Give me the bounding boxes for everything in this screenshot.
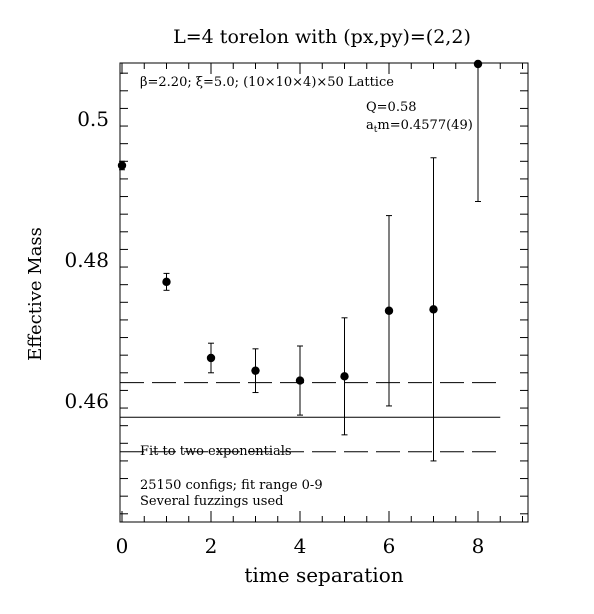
data-point (251, 366, 260, 375)
data-point (473, 59, 483, 69)
fit-result-prefix: a (366, 118, 374, 133)
fit-result: atm=0.4577(49) (366, 118, 473, 135)
x-tick-label: 6 (383, 534, 396, 558)
fit-label: Fit to two exponentials (140, 444, 292, 459)
fit-result-subscript: t (374, 125, 378, 135)
y-tick-label: 0.5 (77, 107, 109, 131)
fit-quality: Q=0.58 (366, 100, 417, 115)
fuzzing-note: Several fuzzings used (140, 494, 284, 509)
data-point (117, 161, 127, 170)
x-axis-label: time separation (244, 563, 403, 587)
y-tick-label: 0.46 (64, 389, 109, 413)
y-axis-label: Effective Mass (25, 227, 46, 361)
x-tick-label: 0 (116, 534, 129, 558)
data-point (295, 376, 305, 385)
data-series (117, 59, 483, 462)
x-tick-labels: 0 2 4 6 8 (116, 534, 485, 558)
data-point (429, 305, 438, 314)
plot-frame (119, 62, 529, 523)
y-tick-labels: 0.46 0.48 0.5 (64, 107, 109, 413)
configs-note: 25150 configs; fit range 0-9 (140, 478, 323, 493)
axis-ticks (120, 63, 528, 522)
x-tick-label: 4 (294, 534, 307, 558)
x-tick-label: 2 (205, 534, 218, 558)
data-point (206, 353, 216, 363)
data-point (340, 372, 349, 381)
chart-title: L=4 torelon with (px,py)=(2,2) (173, 26, 471, 48)
data-point (162, 277, 171, 287)
fit-result-value: m=0.4577(49) (377, 118, 472, 133)
lattice-info: β=2.20; ξ=5.0; (10×10×4)×50 Lattice (140, 75, 394, 90)
x-tick-label: 8 (472, 534, 485, 558)
fit-band (120, 382, 501, 453)
y-tick-label: 0.48 (64, 248, 109, 272)
data-point (384, 306, 394, 315)
